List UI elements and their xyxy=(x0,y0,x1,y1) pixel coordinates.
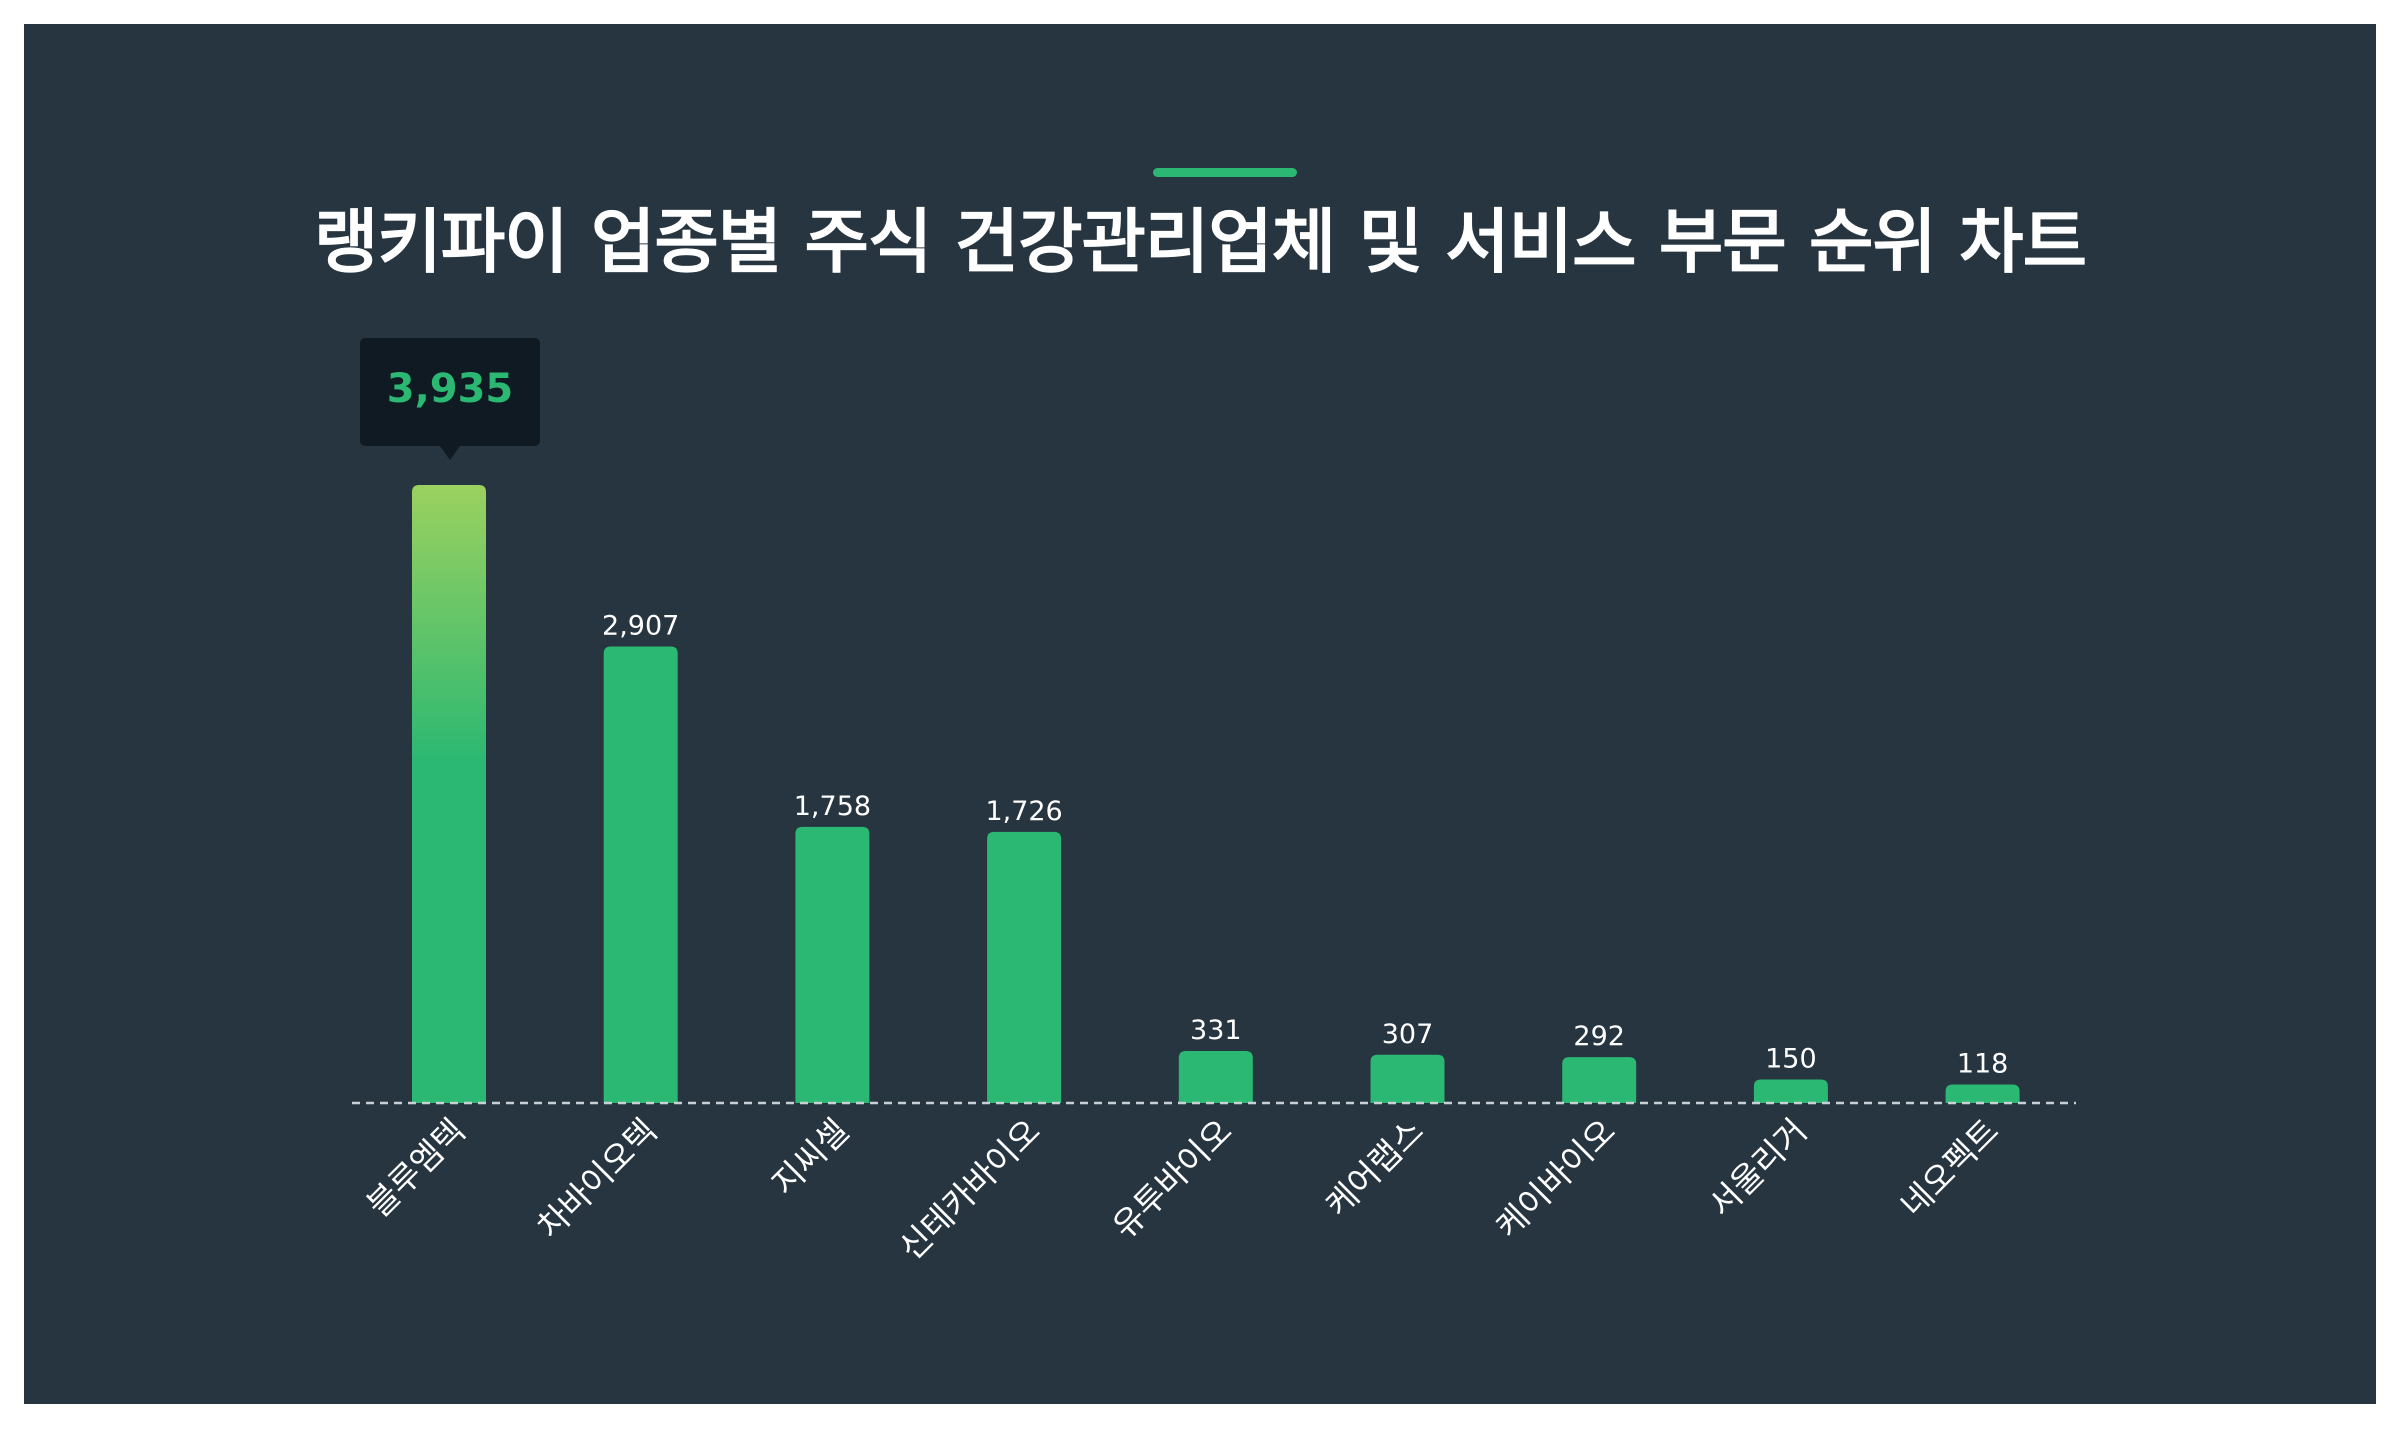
bar-서울리거[interactable] xyxy=(1753,1079,1828,1103)
bar-유투바이오[interactable] xyxy=(1178,1051,1253,1103)
category-label: 유투바이오 xyxy=(1105,1111,1240,1246)
category-label: 네오펙트 xyxy=(1893,1111,2006,1224)
bar-value-label: 2,907 xyxy=(602,610,679,641)
category-label: 서울리거 xyxy=(1701,1111,1814,1224)
bar-케이바이오[interactable] xyxy=(1562,1057,1637,1103)
bar-value-label: 150 xyxy=(1765,1043,1817,1074)
bar-블루엠텍[interactable] xyxy=(412,485,486,1103)
bar-지씨셀[interactable] xyxy=(795,826,870,1103)
bar-value-label: 1,758 xyxy=(794,791,871,822)
bar-value-label: 331 xyxy=(1190,1015,1242,1046)
bar-차바이오텍[interactable] xyxy=(603,646,678,1103)
category-label: 차바이오텍 xyxy=(529,1111,664,1246)
category-label: 신테카바이오 xyxy=(891,1111,1047,1267)
tooltip-value: 3,935 xyxy=(387,366,514,412)
tooltip-box xyxy=(360,338,540,446)
category-labels: 블루엠텍 차바이오텍 지씨셀 신테카바이오 유투바이오 케어랩스 케이바이오 서울리거 네오펙트 xyxy=(359,1111,2006,1267)
category-label: 블루엠텍 xyxy=(359,1111,472,1224)
bar-신테카바이오[interactable] xyxy=(987,831,1062,1103)
title-accent-line xyxy=(1153,168,1297,177)
bar-케어랩스[interactable] xyxy=(1370,1054,1445,1103)
bar-value-label: 307 xyxy=(1382,1019,1434,1050)
tooltip-pointer xyxy=(440,446,460,460)
bars-layer: 2,907 1,758 1,726 331 307 292 150 118 xyxy=(412,485,2020,1103)
bar-value-label: 118 xyxy=(1957,1048,2009,1079)
category-label: 케이바이오 xyxy=(1488,1111,1623,1246)
bar-value-label: 292 xyxy=(1573,1021,1625,1052)
bar-네오펙트[interactable] xyxy=(1945,1084,2020,1103)
category-label: 케어랩스 xyxy=(1318,1111,1431,1224)
chart-title: 랭키파이 업종별 주식 건강관리업체 및 서비스 부문 순위 차트 xyxy=(314,201,2087,283)
category-label: 지씨셀 xyxy=(764,1111,856,1203)
bar-value-label: 1,726 xyxy=(985,796,1062,827)
value-tooltip: 3,935 xyxy=(360,338,540,460)
